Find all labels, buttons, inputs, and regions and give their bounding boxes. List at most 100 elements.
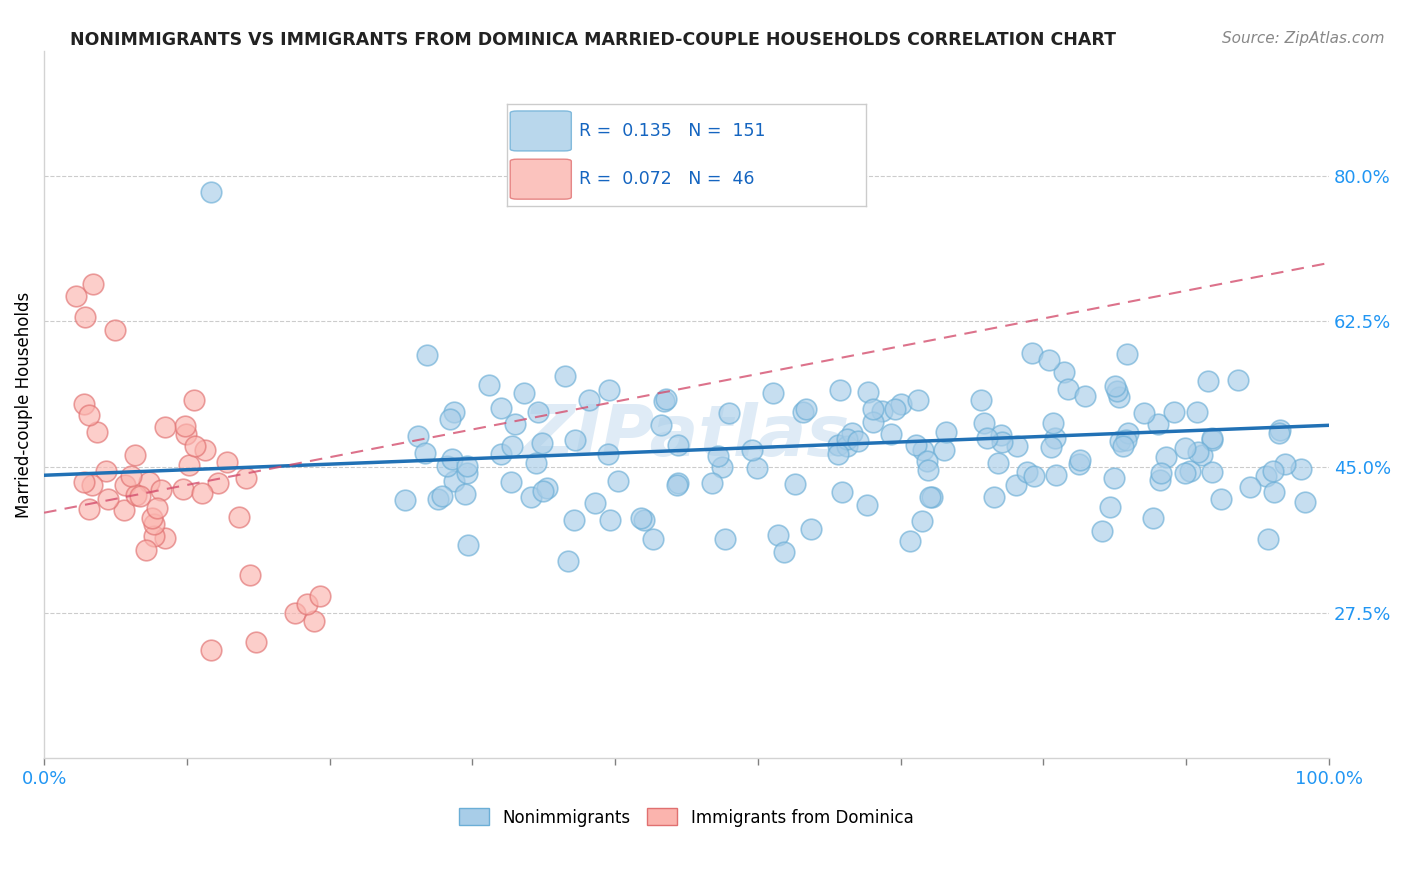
Point [1274, 457, 1296, 471]
Point [416, 348, 439, 362]
Point [153, 531, 176, 545]
Point [655, 392, 678, 407]
Point [114, 478, 136, 492]
Point [1067, 457, 1090, 471]
Point [841, 425, 863, 440]
Point [1038, 353, 1060, 368]
Point [443, 474, 465, 488]
Point [1187, 444, 1209, 458]
Point [987, 456, 1010, 470]
Point [862, 415, 884, 429]
Point [921, 490, 943, 504]
Point [835, 432, 858, 446]
Point [97, 491, 120, 506]
Text: ZIPatlas: ZIPatlas [523, 401, 851, 471]
Point [200, 185, 222, 199]
Point [527, 405, 550, 419]
Point [1115, 434, 1137, 448]
Point [762, 385, 785, 400]
Point [96, 464, 118, 478]
Point [1053, 365, 1076, 379]
Point [86, 425, 108, 439]
Text: NONIMMIGRANTS VS IMMIGRANTS FROM DOMINICA MARRIED-COUPLE HOUSEHOLDS CORRELATION : NONIMMIGRANTS VS IMMIGRANTS FROM DOMINIC… [70, 31, 1116, 49]
Point [309, 589, 332, 603]
Point [489, 446, 512, 460]
Point [1185, 405, 1208, 419]
Point [1057, 382, 1080, 396]
Point [1150, 467, 1173, 481]
Point [427, 491, 450, 506]
Point [430, 489, 453, 503]
Point [440, 452, 463, 467]
Point [1261, 464, 1284, 478]
Point [991, 435, 1014, 450]
Point [235, 471, 257, 485]
Point [1115, 346, 1137, 360]
Point [562, 513, 585, 527]
Point [443, 405, 465, 419]
Point [456, 466, 478, 480]
Point [912, 442, 935, 457]
Point [598, 447, 620, 461]
Point [747, 461, 769, 475]
Point [1104, 471, 1126, 485]
Point [82, 277, 104, 291]
Y-axis label: Married-couple Households: Married-couple Households [15, 292, 32, 517]
Point [172, 482, 194, 496]
Point [436, 459, 458, 474]
Point [1022, 469, 1045, 483]
Point [513, 385, 536, 400]
Point [77, 501, 100, 516]
Point [194, 443, 217, 458]
Point [1149, 473, 1171, 487]
Point [1201, 466, 1223, 480]
Point [150, 483, 173, 497]
Point [1098, 500, 1121, 514]
Point [173, 418, 195, 433]
Point [1191, 448, 1213, 462]
Point [599, 513, 621, 527]
Point [598, 383, 620, 397]
Text: Source: ZipAtlas.com: Source: ZipAtlas.com [1222, 31, 1385, 46]
Point [564, 433, 586, 447]
Point [1107, 384, 1129, 398]
Point [184, 439, 207, 453]
Point [1227, 372, 1250, 386]
Point [1005, 439, 1028, 453]
Point [73, 475, 96, 489]
Point [138, 475, 160, 489]
Point [1201, 431, 1223, 445]
Point [491, 401, 513, 415]
Legend: Nonimmigrants, Immigrants from Dominica: Nonimmigrants, Immigrants from Dominica [451, 800, 922, 835]
Point [633, 513, 655, 527]
Point [284, 606, 307, 620]
Point [1291, 462, 1313, 476]
Point [1257, 532, 1279, 546]
Point [183, 392, 205, 407]
Point [650, 417, 672, 432]
Point [976, 431, 998, 445]
Point [652, 394, 675, 409]
Point [1239, 480, 1261, 494]
Point [413, 446, 436, 460]
Point [1263, 485, 1285, 500]
Point [702, 475, 724, 490]
Point [1268, 424, 1291, 438]
Point [228, 509, 250, 524]
Point [785, 477, 807, 491]
Point [1174, 467, 1197, 481]
Point [1074, 388, 1097, 402]
Point [143, 528, 166, 542]
Point [1209, 491, 1232, 506]
Point [1254, 469, 1277, 483]
Point [104, 322, 127, 336]
Point [910, 514, 932, 528]
Point [920, 490, 942, 504]
Point [766, 528, 789, 542]
Point [302, 614, 325, 628]
Point [1112, 438, 1135, 452]
Point [792, 405, 814, 419]
Point [1118, 426, 1140, 441]
Point [898, 534, 921, 549]
Point [773, 545, 796, 559]
